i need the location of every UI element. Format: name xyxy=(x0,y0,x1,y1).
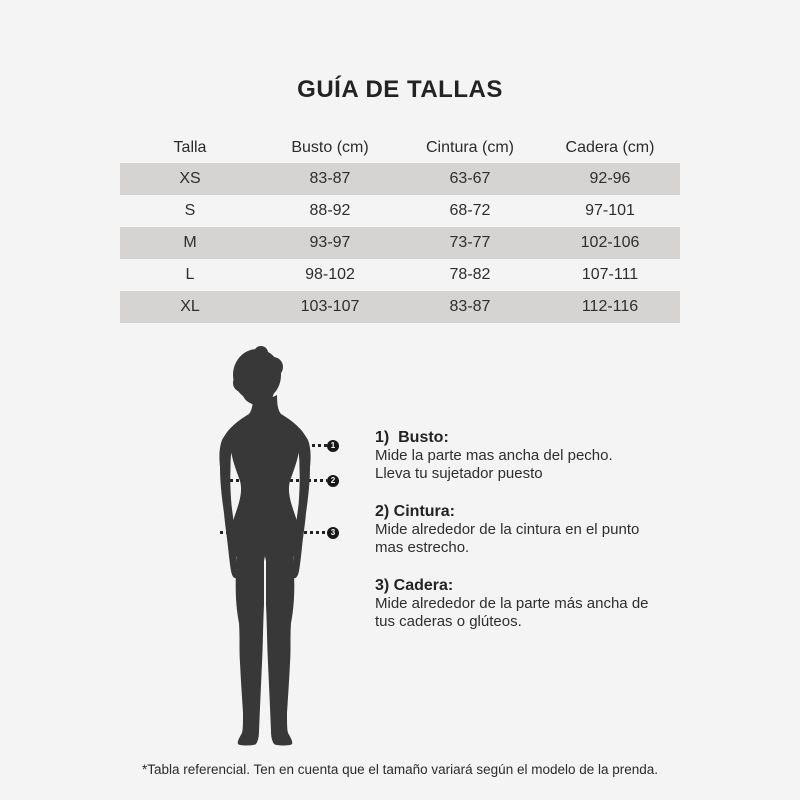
cell-cadera: 92-96 xyxy=(589,170,631,187)
section-text-line: tus caderas o glúteos. xyxy=(375,613,522,630)
section-text-line: Mide alrededor de la parte más ancha de xyxy=(375,595,649,612)
section-text-line: Mide alrededor de la cintura en el punto xyxy=(375,521,640,538)
waist-marker-badge: 2 xyxy=(327,475,339,487)
section-text-line: mas estrecho. xyxy=(375,539,470,556)
table-row: L 98-102 78-82 107-111 xyxy=(120,259,680,291)
cell-busto: 103-107 xyxy=(300,298,360,315)
cell-cadera: 112-116 xyxy=(581,298,639,315)
instruction-section-cintura: 2) Cintura: Mide alrededor de la cintura… xyxy=(375,502,705,557)
table-row: XL 103-107 83-87 112-116 xyxy=(120,291,680,323)
cell-cintura: 83-87 xyxy=(449,298,491,315)
cell-busto: 93-97 xyxy=(309,234,351,251)
section-heading: 1) Busto: xyxy=(375,429,449,446)
section-heading: 2) Cintura: xyxy=(375,503,455,520)
cell-cintura: 63-67 xyxy=(449,170,491,187)
bust-marker-badge: 1 xyxy=(327,440,339,452)
cell-cadera: 102-106 xyxy=(580,234,640,251)
cell-talla: S xyxy=(184,202,196,219)
instruction-section-cadera: 3) Cadera: Mide alrededor de la parte má… xyxy=(375,576,705,631)
cell-talla: XS xyxy=(179,170,201,187)
table-row: M 93-97 73-77 102-106 xyxy=(120,227,680,259)
table-row: S 88-92 68-72 97-101 xyxy=(120,195,680,227)
page-title: GUÍA DE TALLAS xyxy=(297,76,503,103)
cell-talla: XL xyxy=(180,298,200,315)
cell-cadera: 97-101 xyxy=(585,202,635,219)
cell-cadera: 107-111 xyxy=(581,266,639,283)
cell-busto: 88-92 xyxy=(309,202,351,219)
measurement-instructions: 1) Busto: Mide la parte mas ancha del pe… xyxy=(375,428,705,650)
cell-talla: L xyxy=(185,266,195,283)
cell-talla: M xyxy=(183,234,197,251)
reference-footnote: *Tabla referencial. Ten en cuenta que el… xyxy=(141,762,659,777)
column-header-cadera: Cadera (cm) xyxy=(565,138,655,156)
table-header-row: Talla Busto (cm) Cintura (cm) Cadera (cm… xyxy=(120,132,680,163)
section-text-line: Lleva tu sujetador puesto xyxy=(375,465,543,482)
column-header-cintura: Cintura (cm) xyxy=(425,138,514,156)
size-table: Talla Busto (cm) Cintura (cm) Cadera (cm… xyxy=(120,132,680,323)
section-text-line: Mide la parte mas ancha del pecho. xyxy=(375,447,613,464)
cell-busto: 98-102 xyxy=(305,266,355,283)
cell-cintura: 68-72 xyxy=(449,202,491,219)
section-heading: 3) Cadera: xyxy=(375,577,454,594)
cell-cintura: 73-77 xyxy=(449,234,491,251)
column-header-talla: Talla xyxy=(173,138,207,156)
female-silhouette-figure xyxy=(219,346,311,746)
table-row: XS 83-87 63-67 92-96 xyxy=(120,163,680,195)
column-header-busto: Busto (cm) xyxy=(291,138,369,156)
hip-marker-badge: 3 xyxy=(327,527,339,539)
cell-cintura: 78-82 xyxy=(449,266,491,283)
cell-busto: 83-87 xyxy=(309,170,351,187)
instruction-section-busto: 1) Busto: Mide la parte mas ancha del pe… xyxy=(375,428,705,483)
